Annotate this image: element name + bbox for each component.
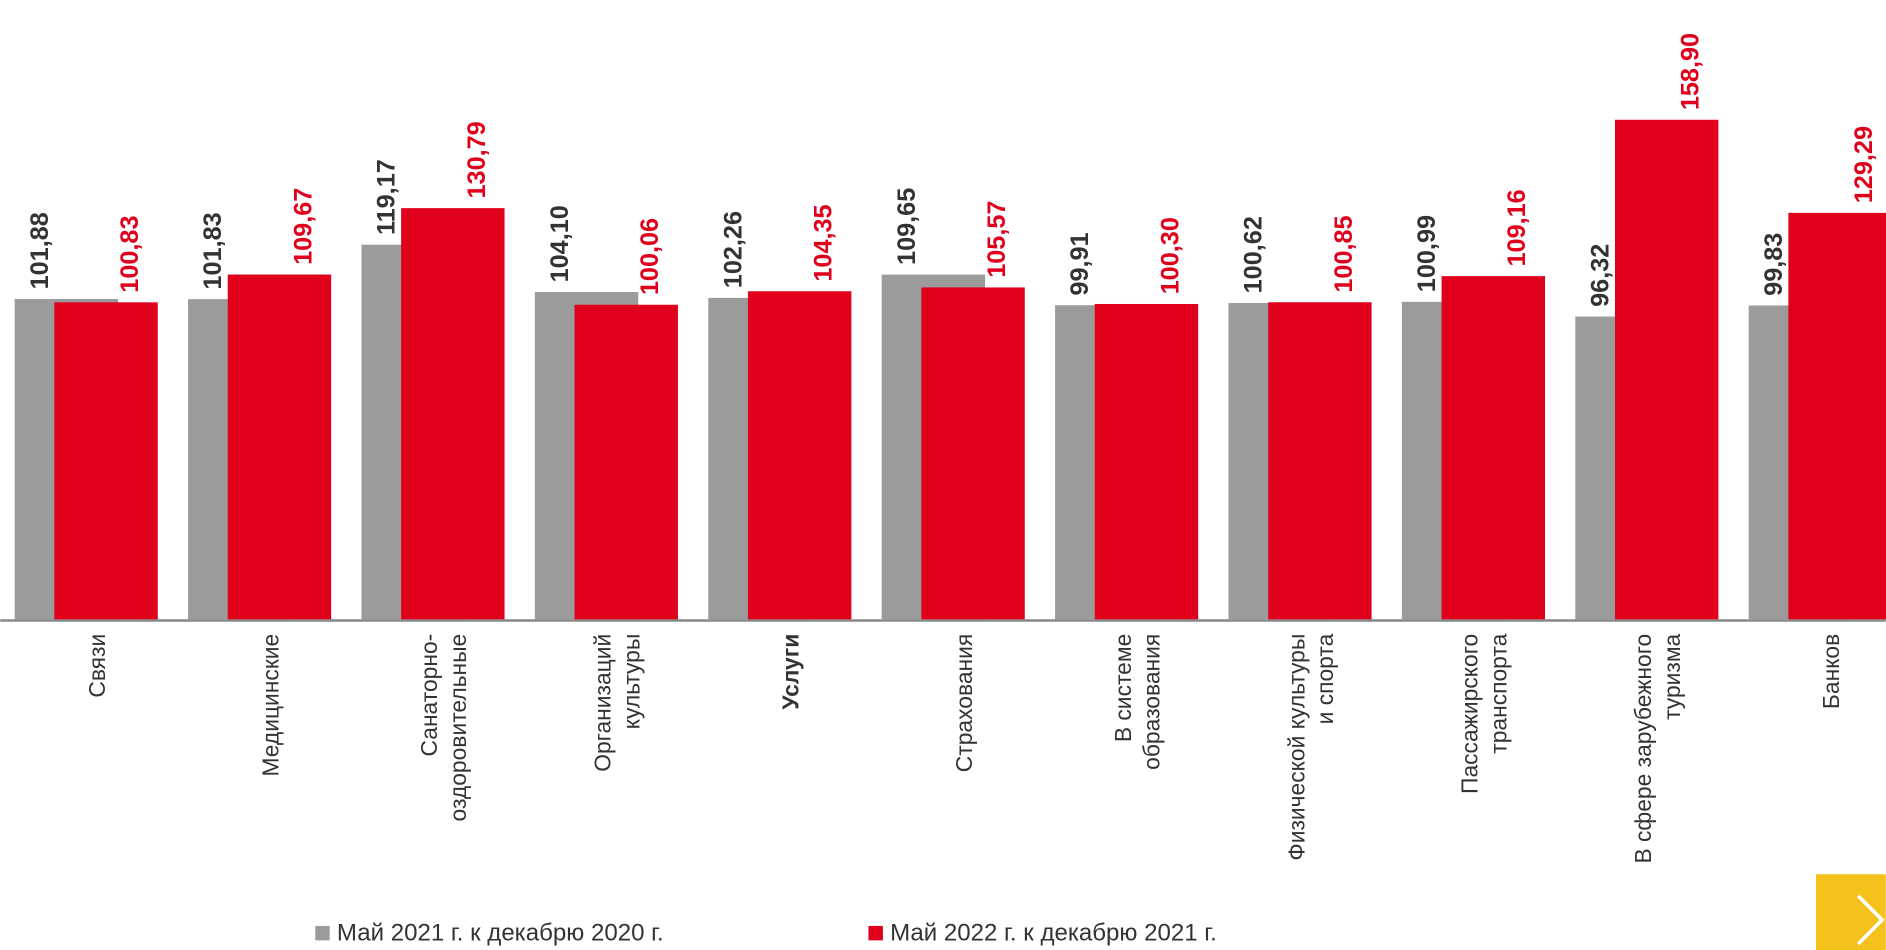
value-label: 102,26	[719, 211, 747, 288]
value-label: 100,83	[116, 215, 144, 292]
bar	[401, 208, 505, 620]
x-tick-label: Страхования	[951, 634, 977, 772]
value-label: 119,17	[373, 159, 401, 235]
x-tick-label: Связи	[84, 634, 110, 698]
value-label: 101,83	[199, 212, 227, 289]
value-label: 104,10	[546, 205, 574, 282]
bar	[1441, 276, 1545, 620]
value-label: 99,91	[1066, 232, 1094, 295]
x-tick-label: В системе	[1110, 634, 1136, 742]
bar	[227, 274, 332, 620]
x-tick-label: оздоровительные	[445, 634, 471, 822]
x-tick-label: транспорта	[1486, 633, 1512, 753]
bar	[1788, 212, 1886, 620]
x-tick-label: Физической культуры	[1283, 634, 1309, 861]
value-label: 109,65	[893, 188, 921, 265]
x-tick-label: Организаций	[590, 634, 616, 772]
value-label: 100,62	[1240, 216, 1268, 293]
x-tick-label: Банков	[1818, 634, 1844, 709]
legend-swatch	[868, 925, 883, 941]
value-label: 104,35	[810, 204, 838, 281]
x-tick-label: образования	[1139, 634, 1165, 770]
value-label: 158,90	[1677, 33, 1705, 110]
value-label: 100,99	[1413, 215, 1441, 292]
value-label: 130,79	[463, 121, 491, 198]
value-label: 100,30	[1156, 217, 1184, 294]
bar	[1094, 303, 1199, 620]
bar	[921, 287, 1025, 620]
next-button[interactable]	[1816, 874, 1886, 950]
x-tick-label: Санаторно-	[416, 634, 442, 757]
x-tick-label: и спорта	[1312, 633, 1338, 724]
value-label: 129,29	[1850, 126, 1878, 203]
value-label: 99,83	[1760, 233, 1788, 296]
value-label: 96,32	[1586, 244, 1614, 307]
x-tick-label: Пассажирского	[1457, 634, 1483, 794]
legend-label: Май 2022 г. к декабрю 2021 г.	[890, 920, 1217, 947]
value-label: 101,88	[26, 212, 54, 289]
legend-label: Май 2021 г. к декабрю 2020 г.	[337, 920, 664, 947]
x-tick-label: Услуги	[777, 634, 803, 710]
bar	[1614, 119, 1719, 620]
bar	[1268, 302, 1372, 620]
x-tick-label: культуры	[618, 634, 644, 730]
bar	[574, 304, 678, 620]
value-label: 105,57	[983, 201, 1011, 278]
x-tick-label: туризма	[1659, 633, 1685, 719]
x-tick-label: Медицинские	[257, 634, 283, 777]
value-label: 109,67	[289, 188, 317, 265]
next-arrow[interactable]	[1856, 894, 1885, 946]
value-label: 100,06	[636, 218, 664, 295]
legend-swatch	[315, 925, 330, 941]
bar	[747, 291, 852, 620]
value-label: 100,85	[1330, 215, 1358, 292]
bar	[54, 302, 158, 620]
x-tick-label: В сфере зарубежного	[1630, 634, 1656, 864]
value-label: 109,16	[1503, 189, 1531, 266]
